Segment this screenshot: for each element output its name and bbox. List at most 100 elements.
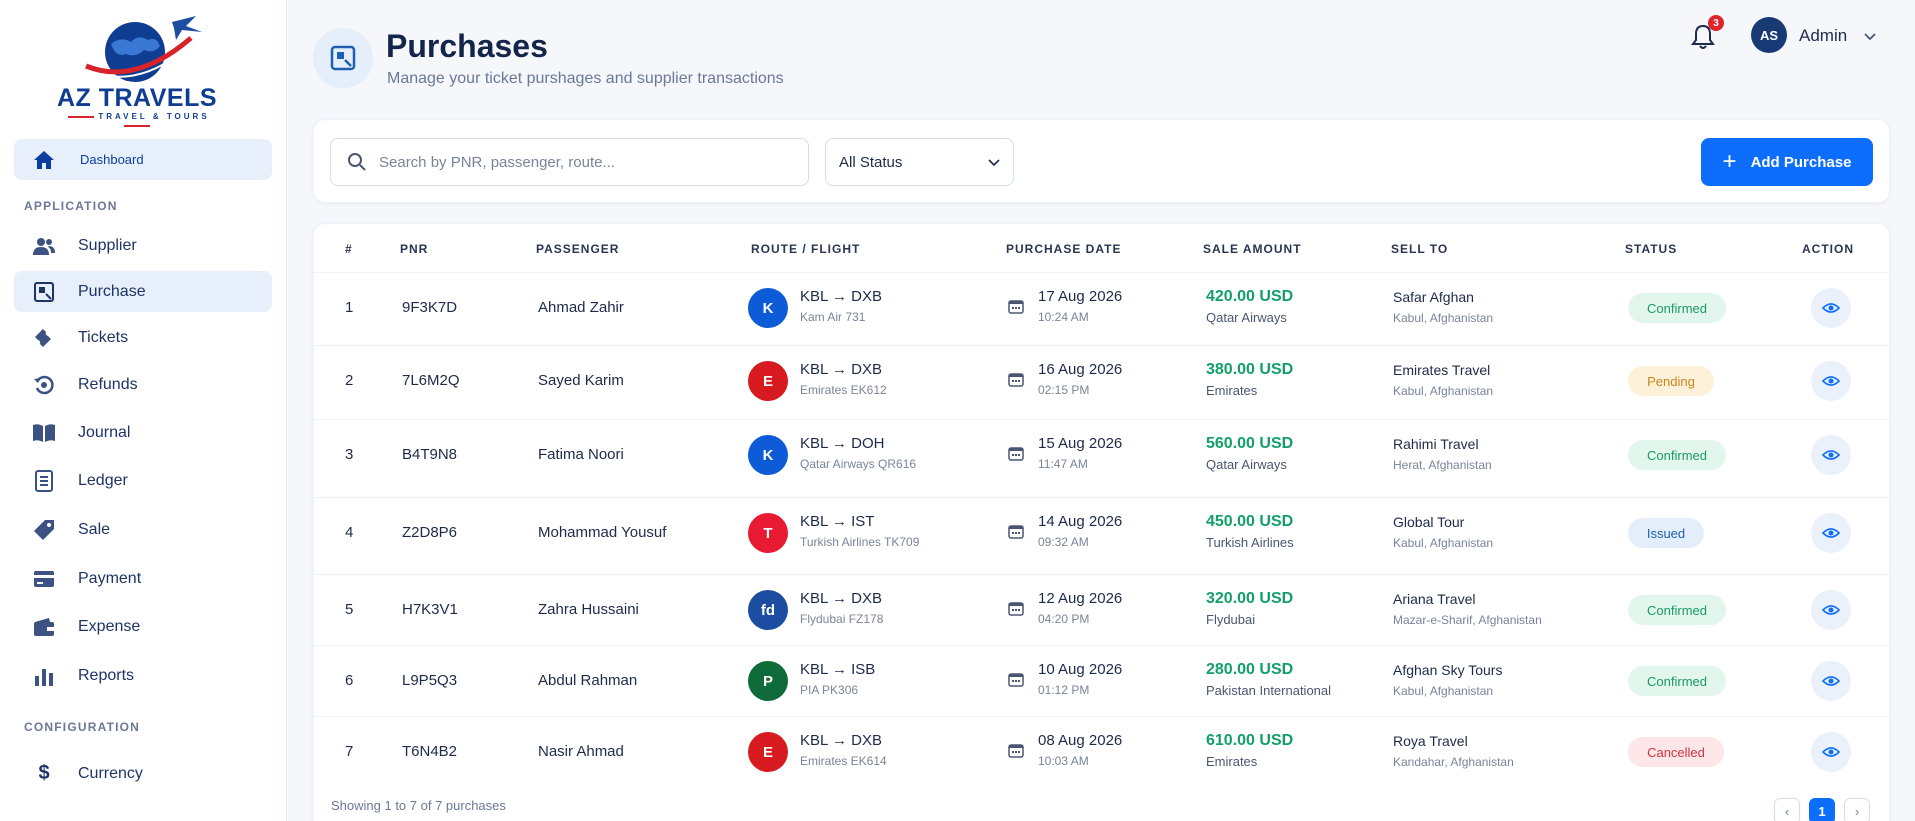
column-header: SALE AMOUNT bbox=[1203, 242, 1302, 256]
pnr-cell: Z2D8P6 bbox=[402, 524, 458, 541]
page-subtitle: Manage your ticket purshages and supplie… bbox=[387, 70, 784, 87]
pagination-summary: Showing 1 to 7 of 7 purchases bbox=[331, 798, 506, 813]
sidebar-item-expense[interactable]: Expense bbox=[14, 606, 272, 647]
users-icon bbox=[32, 234, 56, 258]
sidebar-item-currency[interactable]: $ Currency bbox=[14, 753, 272, 794]
passenger-cell: Mohammad Yousuf bbox=[538, 524, 667, 541]
pnr-cell: L9P5Q3 bbox=[402, 672, 458, 689]
purchase-date-cell: 08 Aug 2026 bbox=[1038, 732, 1123, 749]
section-label-application: APPLICATION bbox=[24, 199, 118, 213]
column-header: PURCHASE DATE bbox=[1006, 242, 1122, 256]
page-title: Purchases bbox=[386, 28, 548, 64]
view-button[interactable] bbox=[1811, 590, 1851, 630]
sale-amount-cell: 420.00 USD bbox=[1206, 288, 1294, 305]
purchase-date-cell: 15 Aug 2026 bbox=[1038, 435, 1123, 452]
sidebar-item-refunds[interactable]: Refunds bbox=[14, 364, 272, 405]
sidebar-item-sale[interactable]: Sale bbox=[14, 509, 272, 550]
bell-icon[interactable] bbox=[1688, 22, 1718, 52]
search-input[interactable] bbox=[379, 153, 799, 171]
search-box[interactable] bbox=[330, 138, 809, 186]
brand-name: AZ TRAVELS bbox=[56, 84, 218, 112]
location-cell: Kabul, Afghanistan bbox=[1393, 384, 1494, 398]
sidebar-item-tickets[interactable]: Tickets bbox=[14, 317, 272, 358]
row-divider bbox=[314, 345, 1889, 346]
route-cell: KBL → DXB bbox=[800, 288, 882, 305]
airline-logo-icon: K bbox=[748, 288, 788, 328]
sell-to-cell: Ariana Travel bbox=[1393, 591, 1476, 607]
status-badge: Cancelled bbox=[1628, 737, 1724, 767]
eye-icon bbox=[1822, 450, 1840, 460]
add-purchase-label: Add Purchase bbox=[1750, 153, 1852, 171]
eye-icon bbox=[1822, 605, 1840, 615]
calendar-icon bbox=[1008, 525, 1024, 539]
page-header-icon bbox=[313, 28, 373, 88]
purchase-date-cell: 10 Aug 2026 bbox=[1038, 661, 1123, 678]
brand-logo: AZ TRAVELS TRAVEL & TOURS bbox=[56, 14, 218, 124]
status-select[interactable]: All Status bbox=[825, 138, 1014, 186]
pagination-page-button[interactable]: 1 bbox=[1809, 798, 1835, 821]
row-divider bbox=[314, 574, 1889, 575]
view-button[interactable] bbox=[1811, 435, 1851, 475]
avatar[interactable]: AS bbox=[1751, 17, 1787, 53]
sidebar-item-label: Purchase bbox=[78, 282, 146, 300]
row-number: 6 bbox=[345, 672, 354, 689]
refund-icon bbox=[32, 373, 56, 397]
sell-to-cell: Safar Afghan bbox=[1393, 289, 1474, 305]
sidebar-item-journal[interactable]: Journal bbox=[14, 412, 272, 453]
section-label-configuration: CONFIGURATION bbox=[24, 720, 141, 734]
book-icon bbox=[32, 421, 56, 445]
location-cell: Kabul, Afghanistan bbox=[1393, 311, 1494, 325]
purchase-time-cell: 02:15 PM bbox=[1038, 383, 1090, 397]
sidebar-item-dashboard[interactable]: Dashboard bbox=[14, 139, 272, 180]
pagination-prev-button[interactable]: ‹ bbox=[1774, 798, 1800, 821]
purchase-date-cell: 14 Aug 2026 bbox=[1038, 513, 1123, 530]
purchase-time-cell: 04:20 PM bbox=[1038, 612, 1090, 626]
sale-amount-cell: 450.00 USD bbox=[1206, 513, 1294, 530]
flight-cell: Emirates EK614 bbox=[800, 754, 887, 768]
sidebar-item-purchase[interactable]: Purchase bbox=[14, 271, 272, 312]
row-number: 1 bbox=[345, 299, 354, 316]
view-button[interactable] bbox=[1811, 732, 1851, 772]
sidebar-item-label: Payment bbox=[78, 569, 142, 587]
column-header: SELL TO bbox=[1391, 242, 1449, 256]
row-number: 3 bbox=[345, 446, 354, 463]
route-cell: KBL → IST bbox=[800, 513, 875, 530]
view-button[interactable] bbox=[1811, 361, 1851, 401]
sidebar-item-label: Journal bbox=[78, 423, 131, 441]
sidebar-item-label: Reports bbox=[78, 666, 135, 684]
row-divider bbox=[314, 419, 1889, 420]
sale-amount-cell: 280.00 USD bbox=[1206, 661, 1294, 678]
sidebar-item-label: Supplier bbox=[78, 236, 137, 254]
bar-chart-icon bbox=[32, 664, 56, 688]
view-button[interactable] bbox=[1811, 288, 1851, 328]
passenger-cell: Fatima Noori bbox=[538, 446, 624, 463]
airline-cell: Pakistan International bbox=[1206, 683, 1332, 698]
flight-cell: PIA PK306 bbox=[800, 683, 859, 697]
view-button[interactable] bbox=[1811, 661, 1851, 701]
wallet-icon bbox=[32, 615, 56, 639]
user-name[interactable]: Admin bbox=[1799, 26, 1848, 45]
sidebar-item-reports[interactable]: Reports bbox=[14, 655, 272, 696]
passenger-cell: Abdul Rahman bbox=[538, 672, 638, 689]
pagination-next-button[interactable]: › bbox=[1844, 798, 1870, 821]
chevron-down-icon bbox=[988, 159, 1000, 167]
row-number: 7 bbox=[345, 743, 354, 760]
sidebar-item-supplier[interactable]: Supplier bbox=[14, 225, 272, 266]
sidebar-item-ledger[interactable]: Ledger bbox=[14, 460, 272, 501]
sell-to-cell: Afghan Sky Tours bbox=[1393, 662, 1503, 678]
flight-cell: Turkish Airlines TK709 bbox=[800, 535, 920, 549]
eye-icon bbox=[1822, 747, 1840, 757]
location-cell: Kabul, Afghanistan bbox=[1393, 536, 1494, 550]
column-header: PNR bbox=[400, 242, 429, 256]
purchase-date-cell: 12 Aug 2026 bbox=[1038, 590, 1123, 607]
purchase-time-cell: 10:24 AM bbox=[1038, 310, 1089, 324]
airline-logo-icon: fd bbox=[748, 590, 788, 630]
status-badge: Confirmed bbox=[1628, 440, 1726, 470]
chevron-down-icon[interactable] bbox=[1862, 28, 1878, 44]
add-purchase-button[interactable]: + Add Purchase bbox=[1701, 138, 1873, 186]
sidebar-item-payment[interactable]: Payment bbox=[14, 558, 272, 599]
sidebar-item-label: Dashboard bbox=[80, 152, 144, 167]
status-badge: Issued bbox=[1628, 518, 1704, 548]
view-button[interactable] bbox=[1811, 513, 1851, 553]
airline-logo-icon: E bbox=[748, 732, 788, 772]
